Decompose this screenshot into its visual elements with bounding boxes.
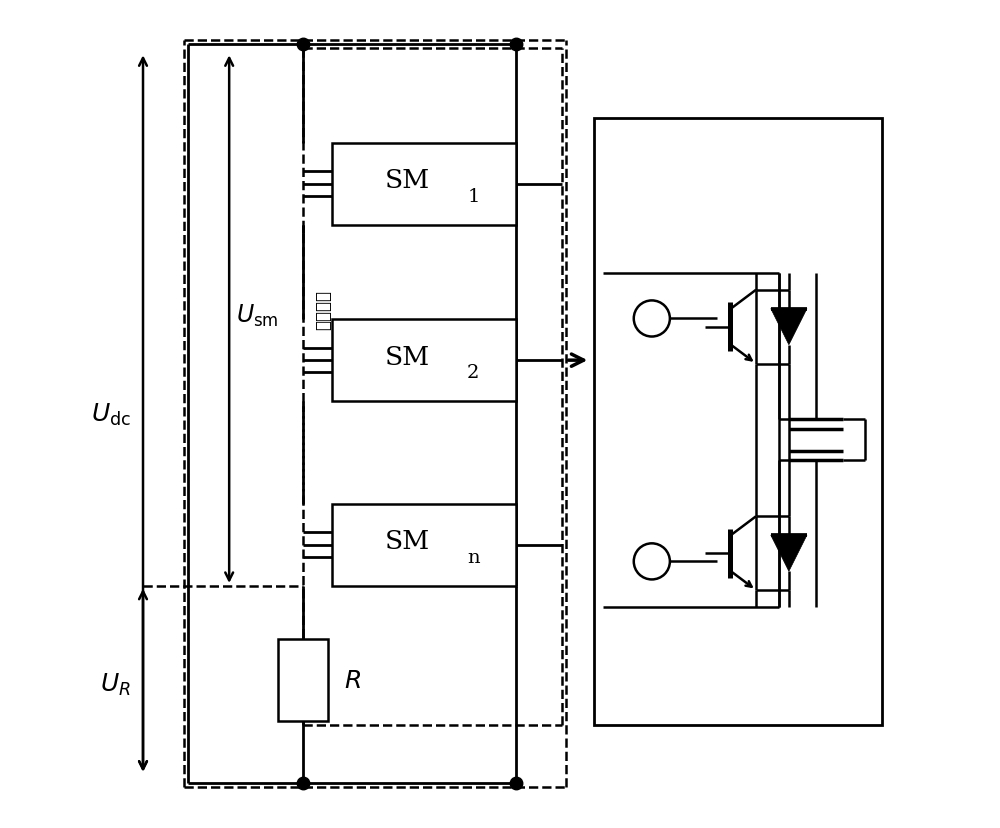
Text: SM: SM [385,344,430,369]
FancyBboxPatch shape [332,320,516,402]
Text: $R$: $R$ [344,669,361,692]
Polygon shape [771,309,807,345]
FancyBboxPatch shape [278,639,328,721]
Text: n: n [467,548,480,566]
Text: $U_{\mathrm{dc}}$: $U_{\mathrm{dc}}$ [91,401,131,427]
Text: SM: SM [385,168,430,193]
FancyBboxPatch shape [332,504,516,586]
FancyBboxPatch shape [594,119,882,725]
Text: 2: 2 [467,364,480,382]
FancyBboxPatch shape [332,143,516,225]
Text: 子模塊組: 子模塊組 [315,290,333,330]
Text: SM: SM [385,528,430,554]
Polygon shape [771,536,807,571]
Text: $U_{\mathrm{sm}}$: $U_{\mathrm{sm}}$ [236,302,278,329]
Text: $U_{R}$: $U_{R}$ [100,672,131,697]
Text: 1: 1 [467,188,480,206]
